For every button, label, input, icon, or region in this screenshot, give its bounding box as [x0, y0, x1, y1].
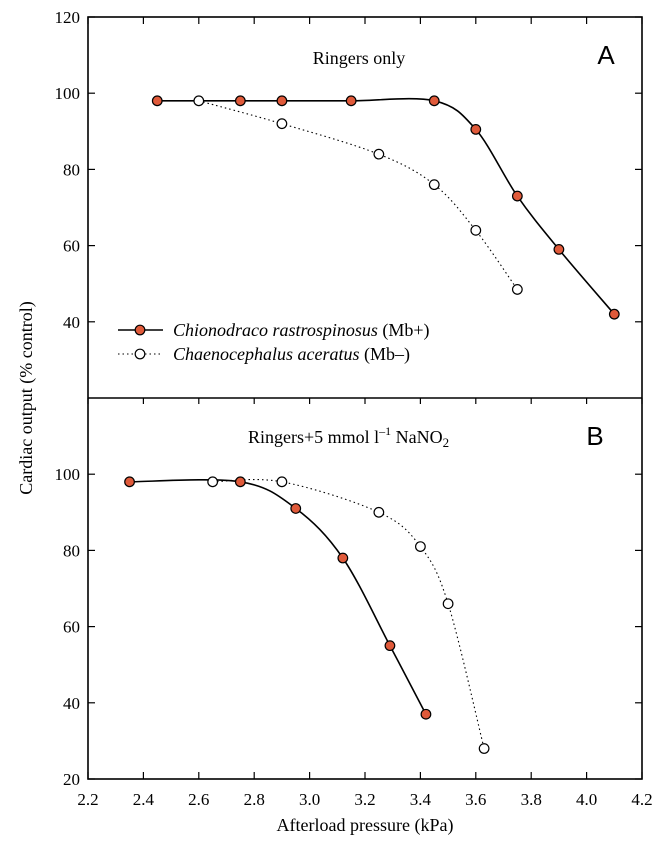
panel-a-letter: A [597, 40, 615, 70]
series-line-mb-minus [212, 478, 485, 749]
data-point-mb-minus [415, 541, 426, 552]
series-line-mb-minus [198, 100, 518, 290]
panel-b-letter: B [586, 421, 603, 451]
data-point-mb-minus [207, 476, 219, 488]
data-point-mb-plus [428, 95, 440, 107]
series-markers [124, 95, 620, 754]
data-point-mb-minus [276, 118, 288, 130]
x-tick-label: 3.8 [521, 790, 542, 809]
legend-suffix-mb-minus: (Mb–) [359, 344, 410, 365]
y-tick-label: 120 [55, 8, 81, 27]
data-point-mb-plus [276, 95, 288, 107]
data-point-mb-minus [470, 224, 482, 236]
data-point-mb-minus [428, 179, 440, 191]
y-tick-label: 80 [63, 160, 80, 179]
panel-b-title: Ringers+5 mmol l–1 NaNO2 [248, 424, 449, 450]
panel-b-title-sup: –1 [378, 424, 391, 438]
x-tick-label: 3.6 [465, 790, 486, 809]
y-tick-label: 40 [63, 694, 80, 713]
y-tick-label: 60 [63, 618, 80, 637]
data-point-mb-plus [608, 308, 620, 320]
legend-species-mb-plus: Chionodraco rastrospinosus [173, 320, 378, 340]
data-point-mb-minus [373, 506, 385, 518]
y-axis-label: Cardiac output (% control) [16, 301, 37, 494]
data-point-mb-minus [193, 95, 205, 107]
legend-marker-mb-plus [134, 324, 146, 336]
data-point-mb-minus [276, 476, 288, 488]
tick-labels: 2.2 2.4 2.6 2.8 3.0 3.2 3.4 3.6 3.8 4.0 4.2 40 60 80 1… [55, 8, 653, 809]
legend-label-mb-minus: Chaenocephalus aceratus (Mb–) [173, 344, 410, 365]
legend: Chionodraco rastrospinosus (Mb+) Chaenoc… [118, 320, 430, 365]
y-tick-label: 40 [63, 313, 80, 332]
panel-a-title: Ringers only [313, 48, 406, 68]
x-tick-label: 4.0 [576, 790, 597, 809]
y-tick-label: 60 [63, 237, 80, 256]
data-point-mb-plus [290, 503, 302, 514]
axis-ticks [87, 16, 643, 780]
series-lines [129, 97, 615, 749]
data-point-mb-minus [478, 743, 490, 754]
panel-b-title-rest: NaNO [391, 427, 443, 447]
data-point-mb-minus [373, 148, 385, 160]
data-point-mb-plus [470, 123, 482, 135]
y-tick-label: 100 [55, 465, 81, 484]
legend-label-mb-plus: Chionodraco rastrospinosus (Mb+) [173, 320, 430, 341]
legend-suffix-mb-plus: (Mb+) [378, 320, 430, 341]
data-point-mb-plus [124, 476, 135, 488]
data-point-mb-plus [151, 95, 163, 107]
data-point-mb-plus [234, 476, 246, 488]
x-tick-label: 4.2 [631, 790, 652, 809]
data-point-mb-minus [442, 598, 454, 610]
data-point-mb-plus [345, 95, 357, 107]
y-tick-label: 80 [63, 541, 80, 560]
data-point-mb-plus [234, 95, 246, 107]
data-point-mb-plus [553, 244, 565, 255]
x-tick-label: 3.2 [354, 790, 375, 809]
legend-marker-mb-minus [134, 348, 146, 360]
x-axis-label: Afterload pressure (kPa) [277, 815, 454, 836]
legend-species-mb-minus: Chaenocephalus aceratus [173, 344, 359, 364]
x-tick-label: 2.2 [77, 790, 98, 809]
x-tick-label: 2.8 [244, 790, 265, 809]
x-tick-label: 2.4 [133, 790, 155, 809]
y-tick-label: 100 [55, 84, 81, 103]
series-line-mb-plus [157, 97, 615, 315]
panel-b-title-main: Ringers+5 mmol l [248, 427, 379, 447]
data-point-mb-plus [384, 640, 396, 652]
panel-b-title-sub: 2 [443, 435, 450, 450]
x-tick-label: 3.4 [410, 790, 432, 809]
x-tick-label: 2.6 [188, 790, 209, 809]
data-point-mb-plus [511, 190, 523, 202]
data-point-mb-minus [511, 284, 523, 295]
data-point-mb-plus [420, 708, 432, 720]
data-point-mb-plus [337, 552, 349, 564]
y-tick-label: 20 [63, 770, 80, 789]
x-tick-label: 3.0 [299, 790, 320, 809]
